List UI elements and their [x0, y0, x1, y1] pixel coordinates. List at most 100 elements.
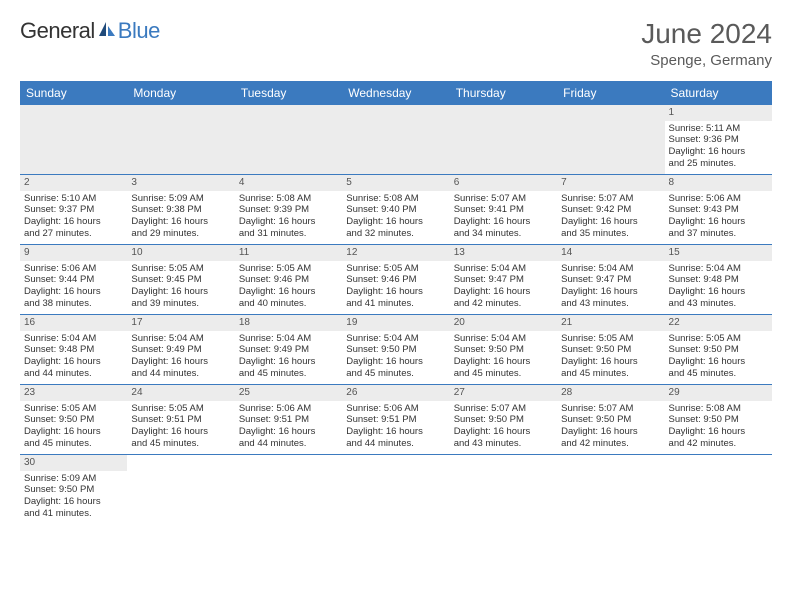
calendar-day-cell [127, 455, 234, 525]
daylight-text: and 43 minutes. [454, 438, 553, 450]
daylight-text: Daylight: 16 hours [24, 356, 123, 368]
sunrise-text: Sunrise: 5:10 AM [24, 193, 123, 205]
daylight-text: and 42 minutes. [669, 438, 768, 450]
day-number: 23 [20, 385, 127, 401]
daylight-text: Daylight: 16 hours [24, 496, 123, 508]
daylight-text: and 44 minutes. [131, 368, 230, 380]
day-number: 9 [20, 245, 127, 261]
sunset-text: Sunset: 9:38 PM [131, 204, 230, 216]
sunrise-text: Sunrise: 5:06 AM [669, 193, 768, 205]
calendar-body: 1Sunrise: 5:11 AMSunset: 9:36 PMDaylight… [20, 105, 772, 524]
sunset-text: Sunset: 9:46 PM [239, 274, 338, 286]
calendar-day-cell: 1Sunrise: 5:11 AMSunset: 9:36 PMDaylight… [665, 105, 772, 175]
day-number: 7 [557, 175, 664, 191]
day-number: 30 [20, 455, 127, 471]
sunset-text: Sunset: 9:50 PM [454, 414, 553, 426]
day-number: 2 [20, 175, 127, 191]
calendar-day-cell: 5Sunrise: 5:08 AMSunset: 9:40 PMDaylight… [342, 175, 449, 245]
sunrise-text: Sunrise: 5:04 AM [24, 333, 123, 345]
daylight-text: Daylight: 16 hours [239, 216, 338, 228]
day-number: 15 [665, 245, 772, 261]
sunrise-text: Sunrise: 5:09 AM [131, 193, 230, 205]
calendar-day-cell [342, 455, 449, 525]
calendar-day-cell: 11Sunrise: 5:05 AMSunset: 9:46 PMDayligh… [235, 245, 342, 315]
calendar-week-row: 9Sunrise: 5:06 AMSunset: 9:44 PMDaylight… [20, 245, 772, 315]
day-number: 6 [450, 175, 557, 191]
sunset-text: Sunset: 9:36 PM [669, 134, 768, 146]
daylight-text: and 42 minutes. [561, 438, 660, 450]
sunrise-text: Sunrise: 5:07 AM [454, 193, 553, 205]
daylight-text: and 44 minutes. [24, 368, 123, 380]
sunset-text: Sunset: 9:43 PM [669, 204, 768, 216]
daylight-text: Daylight: 16 hours [346, 286, 445, 298]
calendar-day-cell: 16Sunrise: 5:04 AMSunset: 9:48 PMDayligh… [20, 315, 127, 385]
calendar-week-row: 16Sunrise: 5:04 AMSunset: 9:48 PMDayligh… [20, 315, 772, 385]
sunrise-text: Sunrise: 5:11 AM [669, 123, 768, 135]
sunrise-text: Sunrise: 5:08 AM [239, 193, 338, 205]
sunset-text: Sunset: 9:41 PM [454, 204, 553, 216]
calendar-day-cell: 12Sunrise: 5:05 AMSunset: 9:46 PMDayligh… [342, 245, 449, 315]
calendar-day-cell: 19Sunrise: 5:04 AMSunset: 9:50 PMDayligh… [342, 315, 449, 385]
daylight-text: Daylight: 16 hours [239, 356, 338, 368]
sunrise-text: Sunrise: 5:05 AM [24, 403, 123, 415]
day-number: 18 [235, 315, 342, 331]
calendar-day-cell: 10Sunrise: 5:05 AMSunset: 9:45 PMDayligh… [127, 245, 234, 315]
sunrise-text: Sunrise: 5:04 AM [454, 263, 553, 275]
sunset-text: Sunset: 9:50 PM [24, 484, 123, 496]
daylight-text: and 40 minutes. [239, 298, 338, 310]
calendar-day-cell: 3Sunrise: 5:09 AMSunset: 9:38 PMDaylight… [127, 175, 234, 245]
sunrise-text: Sunrise: 5:07 AM [561, 403, 660, 415]
calendar-day-cell: 28Sunrise: 5:07 AMSunset: 9:50 PMDayligh… [557, 385, 664, 455]
day-number: 13 [450, 245, 557, 261]
day-number: 26 [342, 385, 449, 401]
day-number: 25 [235, 385, 342, 401]
daylight-text: and 45 minutes. [346, 368, 445, 380]
sunrise-text: Sunrise: 5:06 AM [346, 403, 445, 415]
calendar-day-cell [235, 455, 342, 525]
daylight-text: and 45 minutes. [669, 368, 768, 380]
daylight-text: and 25 minutes. [669, 158, 768, 170]
calendar-day-cell: 14Sunrise: 5:04 AMSunset: 9:47 PMDayligh… [557, 245, 664, 315]
daylight-text: and 39 minutes. [131, 298, 230, 310]
sunrise-text: Sunrise: 5:04 AM [239, 333, 338, 345]
daylight-text: and 42 minutes. [454, 298, 553, 310]
day-number: 22 [665, 315, 772, 331]
brand-logo: General Blue [20, 18, 160, 44]
calendar-day-cell [235, 105, 342, 175]
sunset-text: Sunset: 9:48 PM [24, 344, 123, 356]
day-number: 3 [127, 175, 234, 191]
daylight-text: Daylight: 16 hours [131, 426, 230, 438]
calendar-day-cell: 23Sunrise: 5:05 AMSunset: 9:50 PMDayligh… [20, 385, 127, 455]
sunset-text: Sunset: 9:48 PM [669, 274, 768, 286]
sunrise-text: Sunrise: 5:04 AM [561, 263, 660, 275]
daylight-text: and 29 minutes. [131, 228, 230, 240]
daylight-text: Daylight: 16 hours [669, 286, 768, 298]
daylight-text: and 45 minutes. [454, 368, 553, 380]
sunrise-text: Sunrise: 5:06 AM [239, 403, 338, 415]
brand-general: General [20, 18, 95, 44]
sunset-text: Sunset: 9:51 PM [131, 414, 230, 426]
daylight-text: and 41 minutes. [24, 508, 123, 520]
daylight-text: Daylight: 16 hours [239, 286, 338, 298]
sunrise-text: Sunrise: 5:08 AM [346, 193, 445, 205]
daylight-text: and 35 minutes. [561, 228, 660, 240]
sunset-text: Sunset: 9:51 PM [346, 414, 445, 426]
daylight-text: Daylight: 16 hours [239, 426, 338, 438]
daylight-text: and 32 minutes. [346, 228, 445, 240]
daylight-text: Daylight: 16 hours [669, 356, 768, 368]
daylight-text: and 45 minutes. [24, 438, 123, 450]
sunset-text: Sunset: 9:37 PM [24, 204, 123, 216]
day-number: 17 [127, 315, 234, 331]
calendar-day-cell: 4Sunrise: 5:08 AMSunset: 9:39 PMDaylight… [235, 175, 342, 245]
location-label: Spenge, Germany [641, 52, 772, 69]
sunset-text: Sunset: 9:50 PM [454, 344, 553, 356]
sunrise-text: Sunrise: 5:09 AM [24, 473, 123, 485]
day-number: 27 [450, 385, 557, 401]
sunrise-text: Sunrise: 5:08 AM [669, 403, 768, 415]
weekday-header: Friday [557, 81, 664, 105]
calendar-day-cell: 26Sunrise: 5:06 AMSunset: 9:51 PMDayligh… [342, 385, 449, 455]
calendar-day-cell [20, 105, 127, 175]
daylight-text: Daylight: 16 hours [346, 356, 445, 368]
calendar-day-cell [450, 105, 557, 175]
day-number: 4 [235, 175, 342, 191]
